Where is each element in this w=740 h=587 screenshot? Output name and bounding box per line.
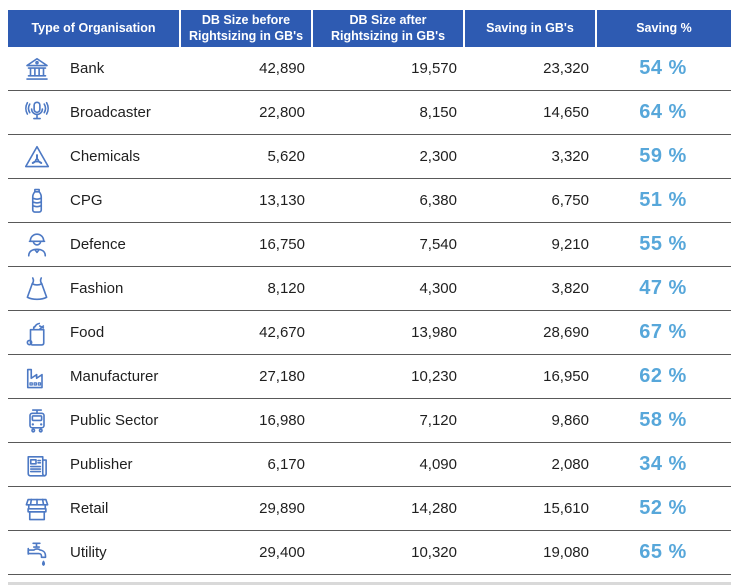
defence-icon [18,230,56,260]
saving-gb-value: 2,080 [551,456,589,473]
saving-percent-value: 64 % [639,101,687,123]
db-size-before-value: 42,670 [259,324,305,341]
organisation-label: Retail [70,500,109,517]
table-row: Retail 29,890 14,280 15,610 52 % [8,487,731,531]
organisation-label: Broadcaster [70,104,151,121]
db-size-before-value: 5,620 [267,148,305,165]
saving-gb-value: 3,820 [551,280,589,297]
rightsizing-savings-table: Type of Organisation DB Size before Righ… [8,10,731,585]
organisation-label: Fashion [70,280,124,297]
saving-percent-value: 47 % [639,277,687,299]
organisation-label: Utility [70,544,107,561]
saving-gb-value: 16,950 [543,368,589,385]
saving-gb-value: 9,210 [551,236,589,253]
table-row: Food 42,670 13,980 28,690 67 % [8,311,731,355]
db-size-after-value: 19,570 [411,60,457,77]
table-row: Public Sector 16,980 7,120 9,860 58 % [8,399,731,443]
db-size-before-value: 27,180 [259,368,305,385]
saving-gb-value: 28,690 [543,324,589,341]
header-db-size-after: DB Size after Rightsizing in GB's [311,10,463,47]
utility-icon [18,538,56,568]
saving-percent-value: 67 % [639,321,687,343]
saving-percent-value: 55 % [639,233,687,255]
saving-percent-value: 52 % [639,497,687,519]
db-size-after-value: 7,540 [419,236,457,253]
db-size-after-value: 6,380 [419,192,457,209]
table-row: Manufacturer 27,180 10,230 16,950 62 % [8,355,731,399]
db-size-after-value: 2,300 [419,148,457,165]
bottom-divider [8,582,731,585]
db-size-after-value: 10,230 [411,368,457,385]
db-size-after-value: 4,300 [419,280,457,297]
organisation-label: Bank [70,60,105,77]
db-size-before-value: 29,400 [259,544,305,561]
publisher-icon [18,450,56,480]
table-row: CPG 13,130 6,380 6,750 51 % [8,179,731,223]
saving-percent-value: 59 % [639,145,687,167]
saving-percent-value: 65 % [639,541,687,563]
db-size-before-value: 13,130 [259,192,305,209]
fashion-icon [18,274,56,304]
saving-percent-value: 51 % [639,189,687,211]
bank-icon [18,54,56,84]
saving-gb-value: 23,320 [543,60,589,77]
db-size-before-value: 16,980 [259,412,305,429]
table-header-row: Type of Organisation DB Size before Righ… [8,10,731,47]
db-size-before-value: 6,170 [267,456,305,473]
header-db-size-before: DB Size before Rightsizing in GB's [179,10,311,47]
food-icon [18,318,56,348]
public-sector-icon [18,406,56,436]
organisation-label: Public Sector [70,412,159,429]
saving-percent-value: 34 % [639,453,687,475]
saving-percent-value: 58 % [639,409,687,431]
broadcaster-icon [18,98,56,128]
saving-percent-value: 62 % [639,365,687,387]
organisation-label: Manufacturer [70,368,159,385]
cpg-bottle-icon [18,186,56,216]
table-row: Broadcaster 22,800 8,150 14,650 64 % [8,91,731,135]
db-size-after-value: 14,280 [411,500,457,517]
saving-gb-value: 9,860 [551,412,589,429]
saving-gb-value: 6,750 [551,192,589,209]
db-size-before-value: 22,800 [259,104,305,121]
saving-gb-value: 19,080 [543,544,589,561]
db-size-after-value: 7,120 [419,412,457,429]
saving-gb-value: 14,650 [543,104,589,121]
table-row: Utility 29,400 10,320 19,080 65 % [8,531,731,575]
table-row: Fashion 8,120 4,300 3,820 47 % [8,267,731,311]
header-saving-gb: Saving in GB's [463,10,595,47]
saving-percent-value: 54 % [639,57,687,79]
db-size-before-value: 29,890 [259,500,305,517]
header-saving-percent: Saving % [595,10,731,47]
retail-icon [18,494,56,524]
db-size-after-value: 4,090 [419,456,457,473]
db-size-before-value: 8,120 [267,280,305,297]
table-row: Chemicals 5,620 2,300 3,320 59 % [8,135,731,179]
saving-gb-value: 15,610 [543,500,589,517]
db-size-after-value: 10,320 [411,544,457,561]
organisation-label: Defence [70,236,126,253]
table-row: Publisher 6,170 4,090 2,080 34 % [8,443,731,487]
db-size-before-value: 16,750 [259,236,305,253]
db-size-after-value: 13,980 [411,324,457,341]
organisation-label: Chemicals [70,148,141,165]
db-size-after-value: 8,150 [419,104,457,121]
db-size-before-value: 42,890 [259,60,305,77]
chemicals-icon [18,142,56,172]
table-row: Bank 42,890 19,570 23,320 54 % [8,47,731,91]
saving-gb-value: 3,320 [551,148,589,165]
organisation-label: Food [70,324,105,341]
organisation-label: CPG [70,192,103,209]
table-row: Defence 16,750 7,540 9,210 55 % [8,223,731,267]
table-body: Bank 42,890 19,570 23,320 54 % Broadcast… [8,47,731,575]
header-type-of-organisation: Type of Organisation [8,10,179,47]
manufacturer-icon [18,362,56,392]
organisation-label: Publisher [70,456,133,473]
